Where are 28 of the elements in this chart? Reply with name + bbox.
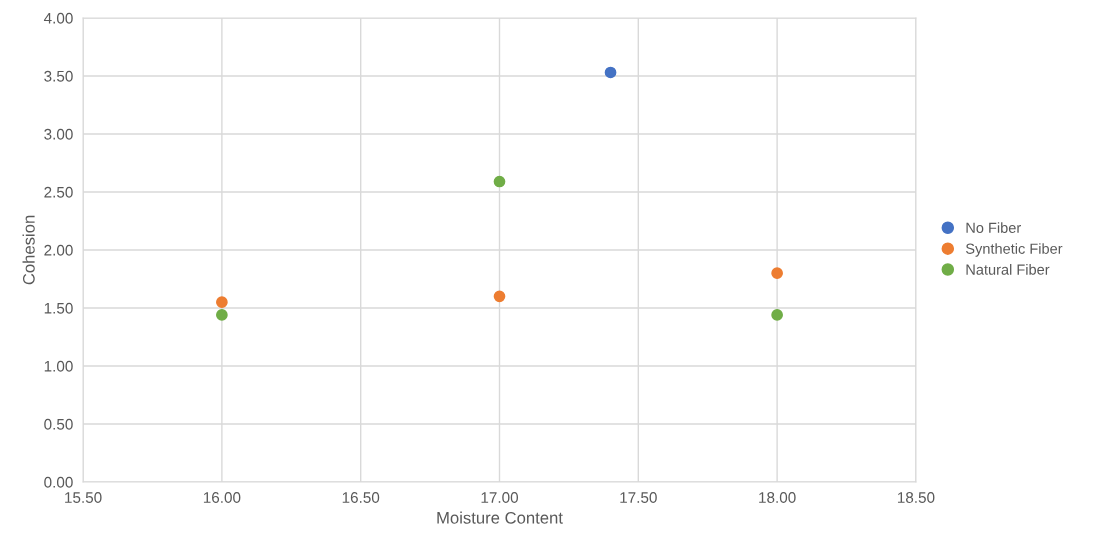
y-tick-label: 3.00 bbox=[44, 128, 73, 140]
x-axis-title: Moisture Content bbox=[437, 511, 563, 524]
point bbox=[216, 296, 228, 309]
y-tick-label: 2.50 bbox=[44, 186, 73, 198]
point bbox=[493, 175, 506, 188]
legend-label: Natural Fiber bbox=[966, 264, 1050, 275]
x-tick-label: 15.50 bbox=[65, 492, 102, 503]
y-tick-label: 0.50 bbox=[44, 418, 73, 430]
point bbox=[216, 309, 228, 321]
x-tick-label: 16.00 bbox=[203, 492, 241, 503]
x-tick-label: 17.50 bbox=[620, 492, 657, 503]
x-tick-label: 16.50 bbox=[342, 492, 380, 503]
x-tick-label: 18.50 bbox=[897, 492, 935, 503]
y-tick-label: 4.00 bbox=[43, 12, 73, 24]
point bbox=[604, 66, 617, 79]
y-tick-label: 2.00 bbox=[44, 244, 73, 256]
point bbox=[771, 267, 783, 280]
point bbox=[771, 309, 783, 321]
y-tick-label: 3.50 bbox=[44, 70, 73, 82]
y-tick-label: 1.50 bbox=[44, 302, 73, 314]
legend-label: No Fiber bbox=[966, 222, 1021, 233]
x-tick-label: 18.00 bbox=[759, 492, 796, 503]
y-tick-label: 0.00 bbox=[44, 476, 73, 488]
y-tick-label: 1.00 bbox=[44, 360, 73, 372]
y-axis-title: Cohesion bbox=[22, 215, 35, 285]
point bbox=[493, 290, 506, 303]
legend-label: Synthetic Fiber bbox=[965, 243, 1063, 257]
x-tick-label: 17.00 bbox=[481, 492, 519, 503]
